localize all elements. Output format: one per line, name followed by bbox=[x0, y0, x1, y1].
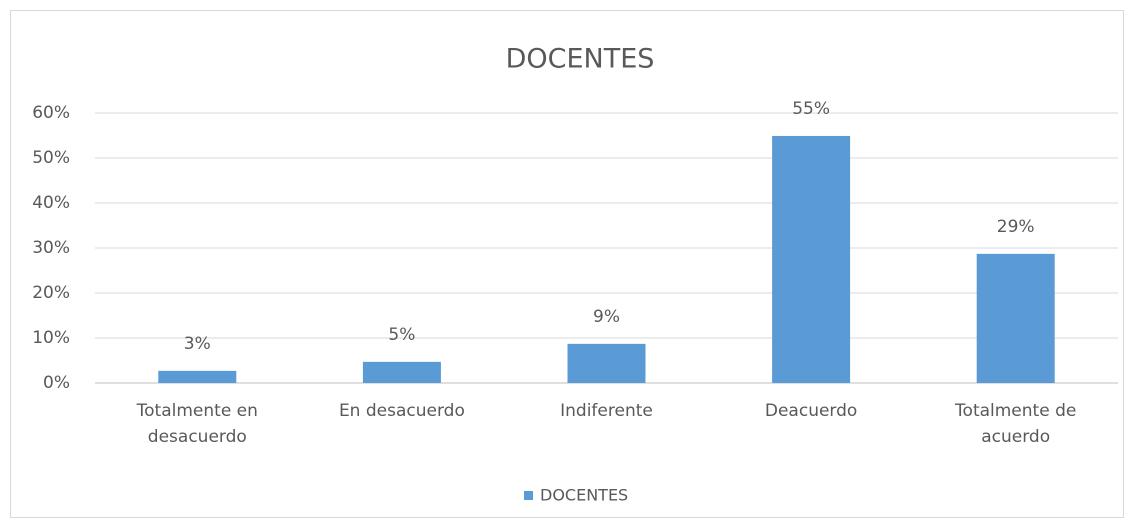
y-tick-label: 40% bbox=[32, 193, 70, 213]
x-tick-label: En desacuerdo bbox=[338, 401, 465, 421]
chart-title: DOCENTES bbox=[506, 44, 655, 75]
bar bbox=[158, 370, 237, 383]
x-tick-label: Indiferente bbox=[560, 401, 653, 421]
y-tick-label: 60% bbox=[32, 103, 70, 123]
bar bbox=[772, 135, 851, 383]
x-tick-label: Deacuerdo bbox=[764, 401, 858, 421]
data-label: 9% bbox=[593, 307, 620, 327]
x-tick-label-box: Totalmente de acuerdo bbox=[955, 401, 1077, 447]
x-tick-label: Totalmente de acuerdo bbox=[955, 401, 1077, 447]
chart-frame bbox=[10, 10, 1124, 518]
x-tick-label-box: Deacuerdo bbox=[764, 401, 858, 421]
legend-swatch bbox=[524, 491, 533, 500]
bar bbox=[976, 253, 1055, 383]
y-tick-label: 20% bbox=[32, 283, 70, 303]
x-tick-label-box: En desacuerdo bbox=[338, 401, 465, 421]
y-tick-label: 10% bbox=[32, 328, 70, 348]
data-label: 5% bbox=[388, 325, 415, 345]
data-label: 3% bbox=[184, 334, 211, 354]
bar bbox=[362, 361, 441, 383]
y-tick-label: 0% bbox=[43, 373, 70, 393]
data-label: 29% bbox=[997, 217, 1035, 237]
y-tick-label: 30% bbox=[32, 238, 70, 258]
bar bbox=[567, 343, 646, 383]
x-tick-label-box: Totalmente en desacuerdo bbox=[136, 401, 258, 447]
x-tick-label: Totalmente en desacuerdo bbox=[136, 401, 258, 447]
x-tick-label-box: Indiferente bbox=[560, 401, 653, 421]
legend-label: DOCENTES bbox=[540, 486, 628, 505]
data-label: 55% bbox=[792, 99, 830, 119]
y-tick-label: 50% bbox=[32, 148, 70, 168]
